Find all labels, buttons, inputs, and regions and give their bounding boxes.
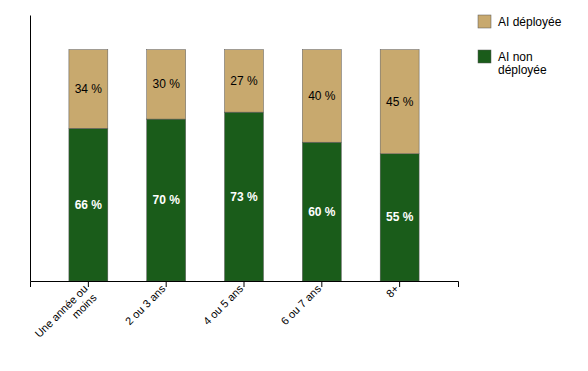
legend: AI déployée AI nondéployée — [478, 15, 562, 78]
x-tick: 8+ — [384, 281, 401, 300]
y-axis — [30, 16, 31, 282]
legend-swatch — [478, 15, 491, 28]
data-label: 55 % — [386, 210, 414, 224]
bar — [147, 119, 186, 281]
legend-label-line: AI déployée — [498, 15, 562, 29]
bars — [69, 50, 419, 281]
data-label: 70 % — [153, 193, 181, 207]
x-tick-label: 4 ou 5 ans — [201, 282, 246, 327]
data-label: 45 % — [386, 95, 414, 109]
x-tick-label: Une année oumoins — [32, 282, 99, 349]
tick-label-line: 4 ou 5 ans — [201, 282, 246, 327]
x-tick-mark — [244, 281, 245, 287]
legend-label: AI nondéployée — [498, 50, 547, 78]
legend-label-line: AI non — [498, 50, 533, 64]
tick-label-line: moins — [69, 291, 99, 321]
x-tick-label: 6 ou 7 ans — [278, 282, 323, 327]
bar — [225, 112, 264, 281]
bar — [302, 142, 341, 281]
bar-series — [69, 112, 419, 281]
plot: 66 % 70 % 73 % 60 % 55 % 34 % 30 % 27 % 40 % 45 %… — [31, 16, 459, 349]
bar — [302, 50, 341, 143]
bar — [147, 50, 186, 119]
chart: 66 % 70 % 73 % 60 % 55 % 34 % 30 % 27 % 40 % 45 %… — [0, 0, 588, 371]
x-axis: Une année oumoins 2 ou 3 ans 4 ou 5 ans 6 o… — [31, 281, 459, 349]
data-labels: 66 % 70 % 73 % 60 % 55 % 34 % 30 % 27 % 40 % 45 % — [75, 74, 414, 224]
legend-label: AI déployée — [498, 15, 562, 29]
x-tick-label: 8+ — [384, 282, 401, 299]
x-tick-label: 2 ou 3 ans — [123, 282, 168, 327]
bar — [380, 154, 419, 281]
data-label: 30 % — [153, 77, 181, 91]
x-tick-mark — [166, 281, 167, 287]
data-label: 66 % — [75, 198, 103, 212]
x-tick-mark — [88, 281, 89, 287]
x-tick-mark — [321, 281, 322, 287]
x-tick: 4 ou 5 ans — [201, 281, 246, 327]
legend-item: AI nondéployée — [478, 50, 547, 78]
x-tick: Une année oumoins — [32, 281, 99, 349]
tick-label-line: 6 ou 7 ans — [278, 282, 323, 327]
bar — [69, 50, 108, 129]
x-tick-mark — [399, 281, 400, 287]
tick-label-line: 8+ — [384, 282, 401, 299]
bar — [380, 50, 419, 154]
data-label: 27 % — [230, 74, 258, 88]
legend-label-line: déployée — [498, 63, 547, 77]
y-axis-line — [30, 16, 31, 282]
legend-item: AI déployée — [478, 15, 562, 29]
tick-label-line: 2 ou 3 ans — [123, 282, 168, 327]
legend-swatch — [478, 50, 491, 63]
data-label: 40 % — [308, 89, 336, 103]
x-tick: 2 ou 3 ans — [123, 281, 168, 327]
data-label: 60 % — [308, 205, 336, 219]
data-label: 73 % — [230, 190, 258, 204]
data-label: 34 % — [75, 82, 103, 96]
bar — [69, 128, 108, 281]
bar — [225, 50, 264, 112]
bar-series — [69, 50, 419, 154]
x-tick: 6 ou 7 ans — [278, 281, 323, 327]
